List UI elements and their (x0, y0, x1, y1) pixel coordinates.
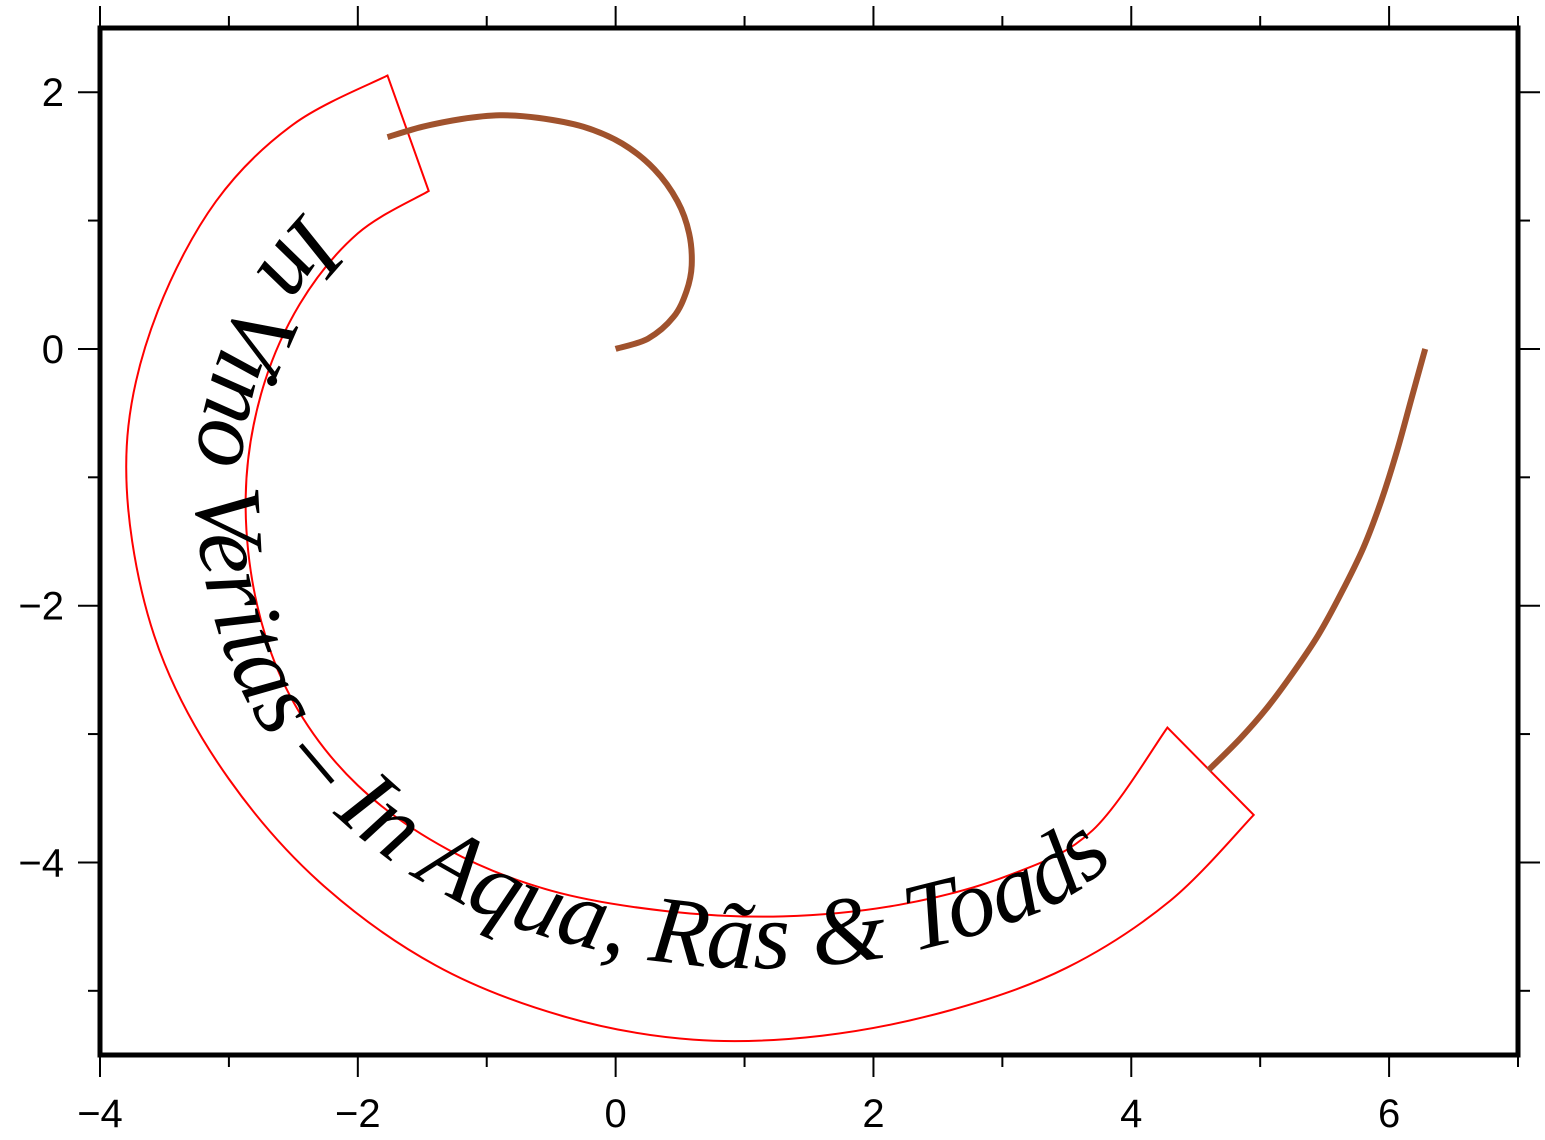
y-tick-label: −2 (18, 585, 64, 629)
x-tick-label: 4 (1120, 1092, 1142, 1136)
x-tick-label: −4 (77, 1092, 123, 1136)
series-layer (386, 112, 1429, 773)
series-line-1 (386, 112, 695, 352)
plot-frame (97, 25, 1521, 1058)
y-tick-label: 0 (42, 328, 64, 372)
plot-frame-rect (97, 25, 1521, 1058)
x-tick-label: −2 (335, 1092, 381, 1136)
y-tick-label: −4 (18, 841, 64, 885)
x-tick-label: 2 (862, 1092, 884, 1136)
text-box-outline-path (125, 74, 1256, 1043)
x-axis: −4 −2 0 2 4 6 (77, 6, 1519, 1136)
text-box-outline (125, 74, 1256, 1043)
series-line-2 (1206, 348, 1429, 773)
x-tick-label: 6 (1378, 1092, 1400, 1136)
y-tick-label: 2 (42, 71, 64, 115)
x-tick-label: 0 (605, 1092, 627, 1136)
y-axis: −4 −2 0 2 (18, 71, 1540, 992)
